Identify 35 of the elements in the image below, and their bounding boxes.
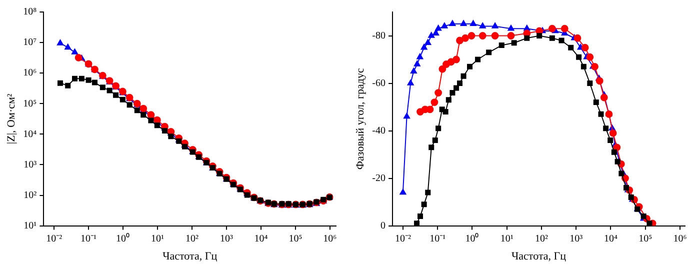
y-tick-label: 0 [380, 220, 386, 232]
y-tick-label: -40 [372, 125, 386, 136]
y-tick-label: 10¹ [24, 220, 37, 232]
y-tick-label: 10⁴ [23, 128, 38, 140]
x-axis-title: Частота, Гц [512, 250, 566, 262]
x-tick-label: 10³ [220, 233, 233, 244]
y-tick-label: 10³ [24, 159, 37, 170]
x-tick-label: 10³ [570, 233, 583, 244]
y-tick-label: 10⁷ [23, 37, 38, 48]
x-tick-label: 10⁴ [254, 233, 268, 244]
x-tick-label: 10⁵ [638, 233, 652, 244]
y-tick-label: -60 [372, 78, 386, 89]
x-tick-label: 10⁻² [46, 233, 62, 244]
x-tick-label: 10² [185, 233, 198, 244]
y-tick-label: -20 [372, 172, 386, 184]
y-tick-label: 10⁸ [23, 6, 38, 18]
x-tick-label: 10⁻¹ [80, 233, 97, 244]
y-tick-label: 10² [24, 190, 37, 201]
x-tick-label: 10⁵ [288, 233, 302, 244]
x-tick-label: 10⁰ [465, 232, 480, 244]
y-axis-title: |Z|, Ом·см² [5, 93, 18, 144]
x-tick-label: 10⁴ [604, 233, 618, 244]
x-tick-label: 10¹ [151, 233, 164, 244]
x-tick-label: 10¹ [500, 233, 514, 244]
y-axis-title: Фазовый угол, градус [354, 68, 366, 170]
y-tick-label: 10⁶ [23, 68, 38, 79]
x-axis-title: Частота, Гц [162, 250, 218, 262]
x-tick-label: 10⁻¹ [430, 233, 446, 244]
x-tick-label: 10⁶ [673, 233, 688, 244]
x-tick-label: 10⁰ [116, 232, 130, 244]
x-tick-label: 10² [534, 233, 548, 244]
x-tick-label: 10⁻² [394, 233, 411, 244]
y-tick-label: 10⁵ [23, 98, 37, 110]
y-tick-label: -80 [372, 30, 386, 42]
x-tick-label: 10⁶ [323, 233, 338, 244]
